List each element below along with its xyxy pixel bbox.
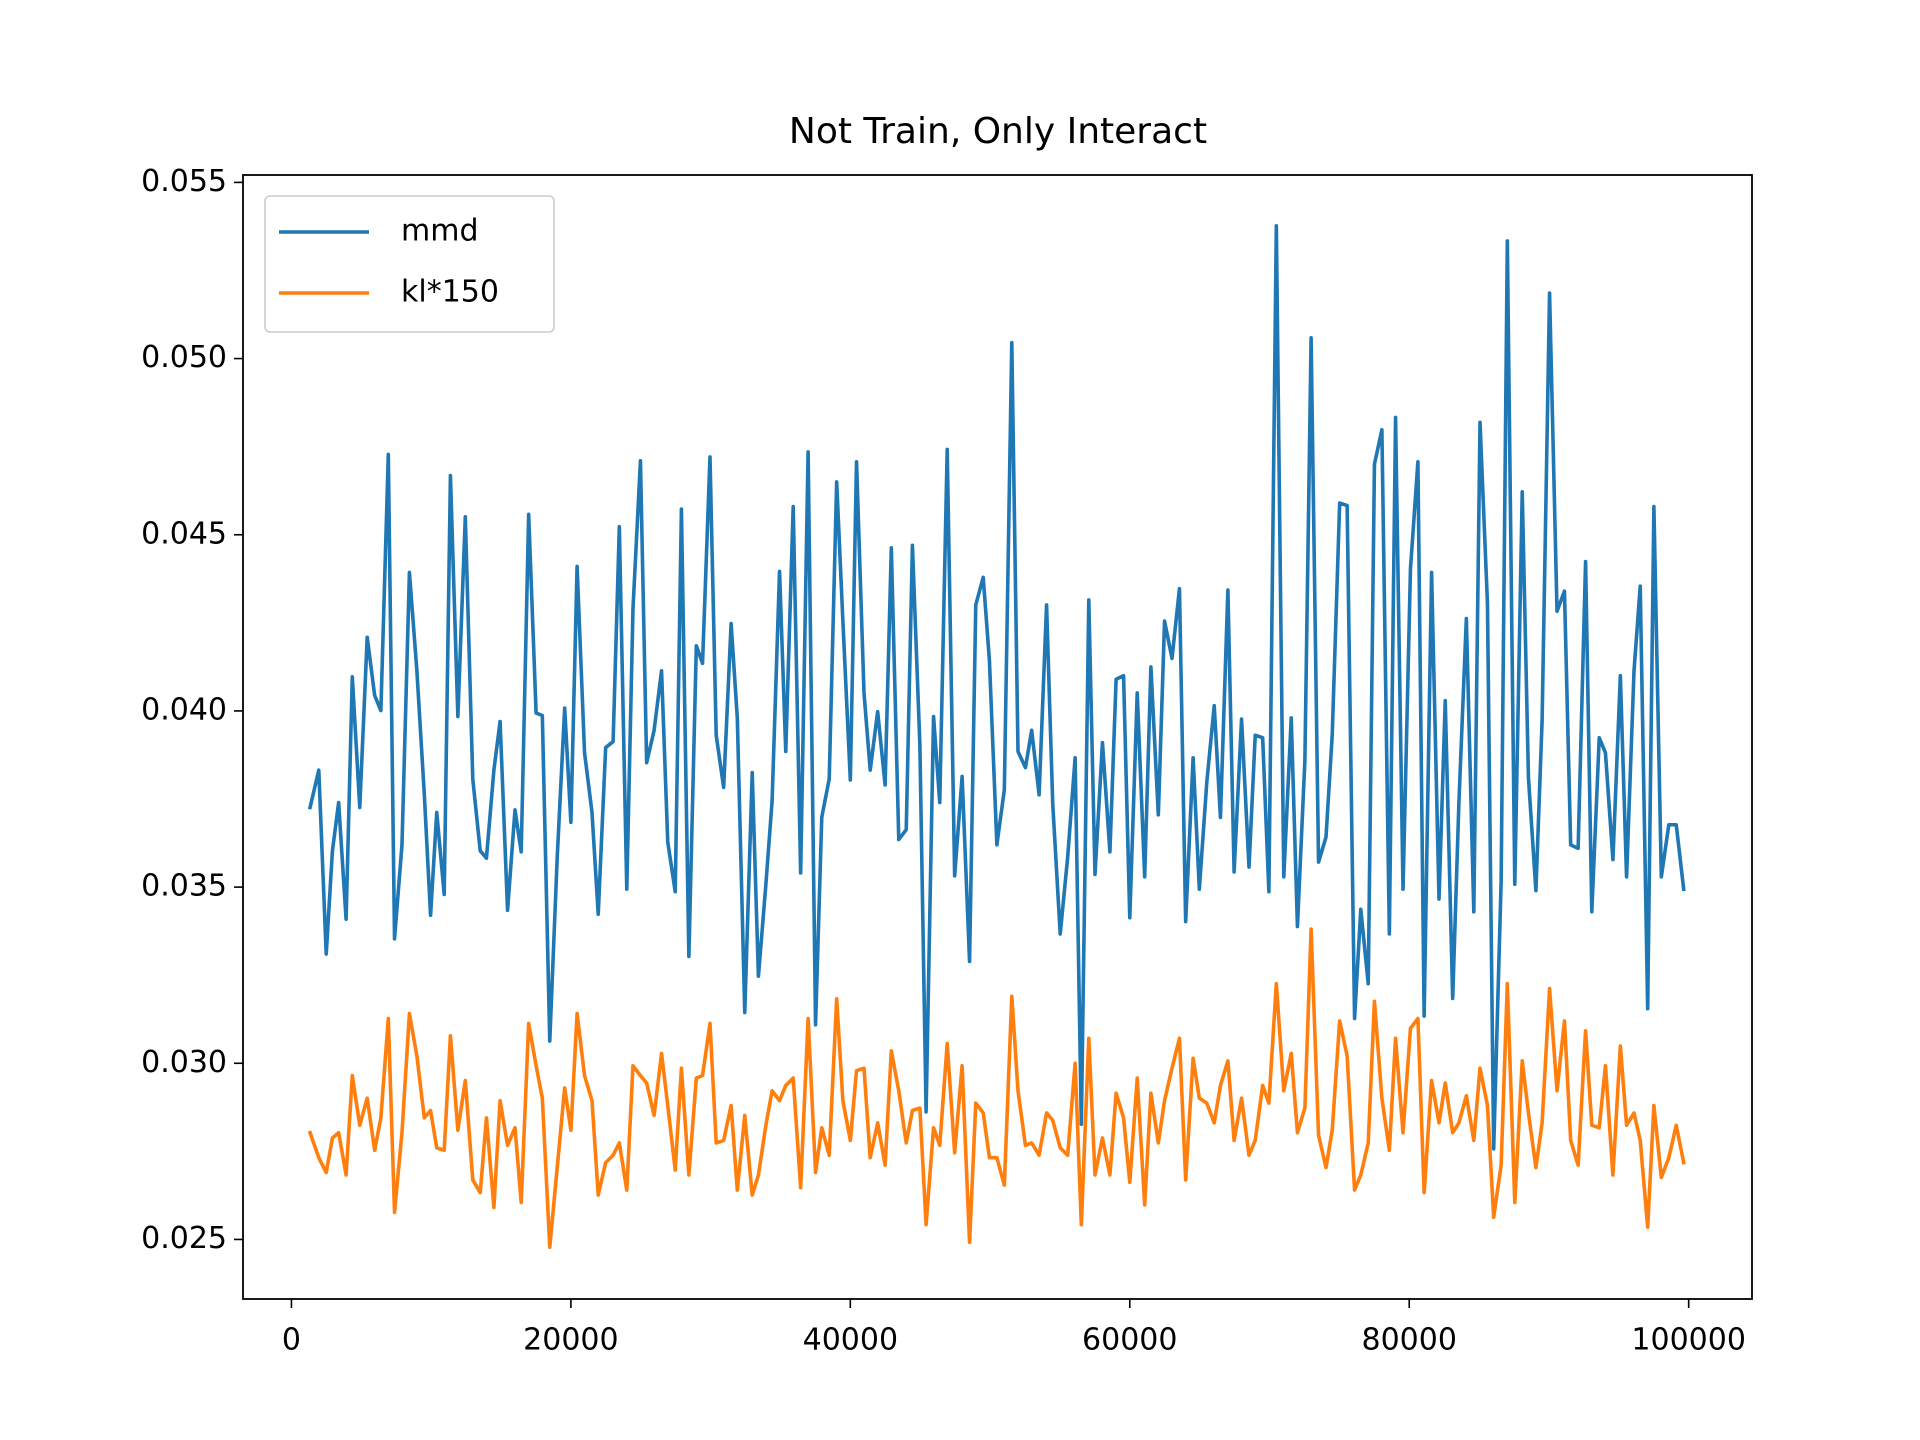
y-tick-label: 0.045 <box>141 516 227 551</box>
x-tick-label: 20000 <box>523 1323 618 1358</box>
legend-label: mmd <box>401 214 479 249</box>
plot-frame <box>242 174 1753 1300</box>
line-series <box>307 223 1686 1151</box>
legend-label: kl*150 <box>401 275 499 310</box>
y-tick-label: 0.040 <box>141 692 227 727</box>
x-tick-label: 60000 <box>1082 1323 1177 1358</box>
line-series <box>307 927 1686 1249</box>
y-tick-label: 0.035 <box>141 869 227 904</box>
chart-title: Not Train, Only Interact <box>789 111 1207 152</box>
x-tick-label: 80000 <box>1362 1323 1457 1358</box>
y-tick-label: 0.030 <box>141 1045 227 1080</box>
y-tick-label: 0.025 <box>141 1221 227 1256</box>
y-tick-label: 0.050 <box>141 340 227 375</box>
y-tick-label: 0.055 <box>141 164 227 199</box>
x-tick-label: 100000 <box>1631 1323 1746 1358</box>
x-tick-label: 0 <box>282 1323 301 1358</box>
legend-box <box>264 195 555 333</box>
x-tick-label: 40000 <box>803 1323 898 1358</box>
